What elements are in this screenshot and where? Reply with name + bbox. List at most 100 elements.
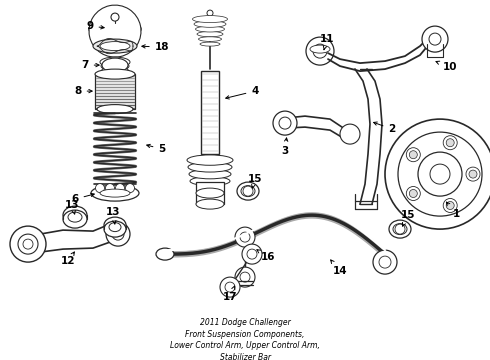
Ellipse shape	[187, 155, 233, 165]
Circle shape	[443, 198, 457, 212]
Text: 12: 12	[61, 252, 75, 266]
Ellipse shape	[200, 42, 220, 46]
Circle shape	[430, 164, 450, 184]
Circle shape	[418, 152, 462, 196]
Circle shape	[385, 119, 490, 229]
Text: 17: 17	[222, 286, 237, 302]
Ellipse shape	[190, 177, 230, 186]
Ellipse shape	[68, 212, 82, 222]
Text: 13: 13	[65, 200, 79, 214]
Ellipse shape	[237, 182, 259, 200]
Ellipse shape	[310, 45, 330, 53]
Circle shape	[23, 239, 33, 249]
Circle shape	[235, 267, 255, 287]
Ellipse shape	[156, 248, 174, 260]
Bar	[95, 74, 135, 109]
Text: 15: 15	[401, 210, 415, 226]
Text: 1: 1	[446, 202, 460, 219]
Circle shape	[225, 282, 235, 292]
Ellipse shape	[93, 39, 137, 53]
Circle shape	[18, 234, 38, 254]
Ellipse shape	[109, 222, 121, 231]
Ellipse shape	[89, 20, 141, 38]
Ellipse shape	[188, 162, 232, 172]
Ellipse shape	[102, 58, 128, 72]
Circle shape	[247, 249, 257, 259]
Circle shape	[395, 224, 405, 234]
Ellipse shape	[193, 15, 227, 23]
Circle shape	[112, 228, 124, 240]
Circle shape	[406, 186, 420, 201]
Ellipse shape	[125, 184, 134, 193]
Circle shape	[207, 10, 213, 16]
Circle shape	[379, 256, 391, 268]
Circle shape	[409, 151, 417, 159]
Ellipse shape	[91, 185, 139, 201]
Ellipse shape	[105, 184, 115, 193]
Text: 15: 15	[248, 174, 262, 188]
Circle shape	[409, 189, 417, 198]
Ellipse shape	[198, 37, 221, 41]
Circle shape	[10, 226, 46, 262]
Ellipse shape	[100, 42, 130, 51]
Circle shape	[406, 148, 420, 162]
Ellipse shape	[241, 186, 255, 197]
Ellipse shape	[393, 224, 407, 235]
Circle shape	[446, 139, 454, 147]
Circle shape	[220, 277, 240, 297]
Text: 13: 13	[106, 207, 120, 224]
Ellipse shape	[99, 24, 131, 34]
Ellipse shape	[196, 188, 224, 198]
Text: 2: 2	[374, 122, 395, 134]
Text: 10: 10	[436, 61, 457, 72]
Text: 8: 8	[74, 86, 92, 96]
Text: 4: 4	[226, 86, 259, 99]
Text: 16: 16	[257, 250, 275, 262]
Circle shape	[279, 117, 291, 129]
Circle shape	[106, 222, 130, 246]
Ellipse shape	[101, 62, 129, 71]
Circle shape	[306, 37, 334, 65]
Ellipse shape	[189, 169, 231, 179]
Ellipse shape	[104, 221, 126, 237]
Ellipse shape	[63, 210, 87, 228]
Circle shape	[243, 186, 253, 196]
Circle shape	[235, 227, 255, 247]
Bar	[201, 71, 219, 154]
Text: 6: 6	[72, 193, 94, 204]
Ellipse shape	[196, 26, 224, 32]
Text: 14: 14	[331, 260, 347, 276]
Circle shape	[373, 250, 397, 274]
Ellipse shape	[100, 57, 130, 67]
Ellipse shape	[104, 217, 126, 233]
Ellipse shape	[196, 199, 224, 209]
Ellipse shape	[102, 66, 128, 74]
Text: 2011 Dodge Challenger
Front Suspension Components,
Lower Control Arm, Upper Cont: 2011 Dodge Challenger Front Suspension C…	[161, 318, 329, 360]
Ellipse shape	[197, 31, 223, 37]
Circle shape	[242, 244, 262, 264]
Ellipse shape	[194, 21, 226, 27]
Circle shape	[469, 170, 477, 178]
Ellipse shape	[96, 184, 104, 193]
Ellipse shape	[97, 105, 133, 114]
Circle shape	[111, 13, 119, 21]
Ellipse shape	[389, 220, 411, 238]
Circle shape	[313, 44, 327, 58]
Text: 5: 5	[147, 144, 166, 154]
Text: 3: 3	[281, 138, 289, 156]
Text: 9: 9	[86, 21, 104, 31]
Circle shape	[466, 167, 480, 181]
Ellipse shape	[100, 189, 130, 197]
Circle shape	[446, 202, 454, 210]
Circle shape	[422, 26, 448, 52]
Circle shape	[443, 136, 457, 150]
Text: 18: 18	[142, 42, 169, 52]
Circle shape	[273, 111, 297, 135]
Bar	[196, 182, 224, 204]
Circle shape	[340, 124, 360, 144]
Text: 11: 11	[320, 34, 334, 50]
Circle shape	[398, 132, 482, 216]
Circle shape	[240, 232, 250, 242]
Ellipse shape	[95, 69, 135, 79]
Ellipse shape	[63, 206, 87, 224]
